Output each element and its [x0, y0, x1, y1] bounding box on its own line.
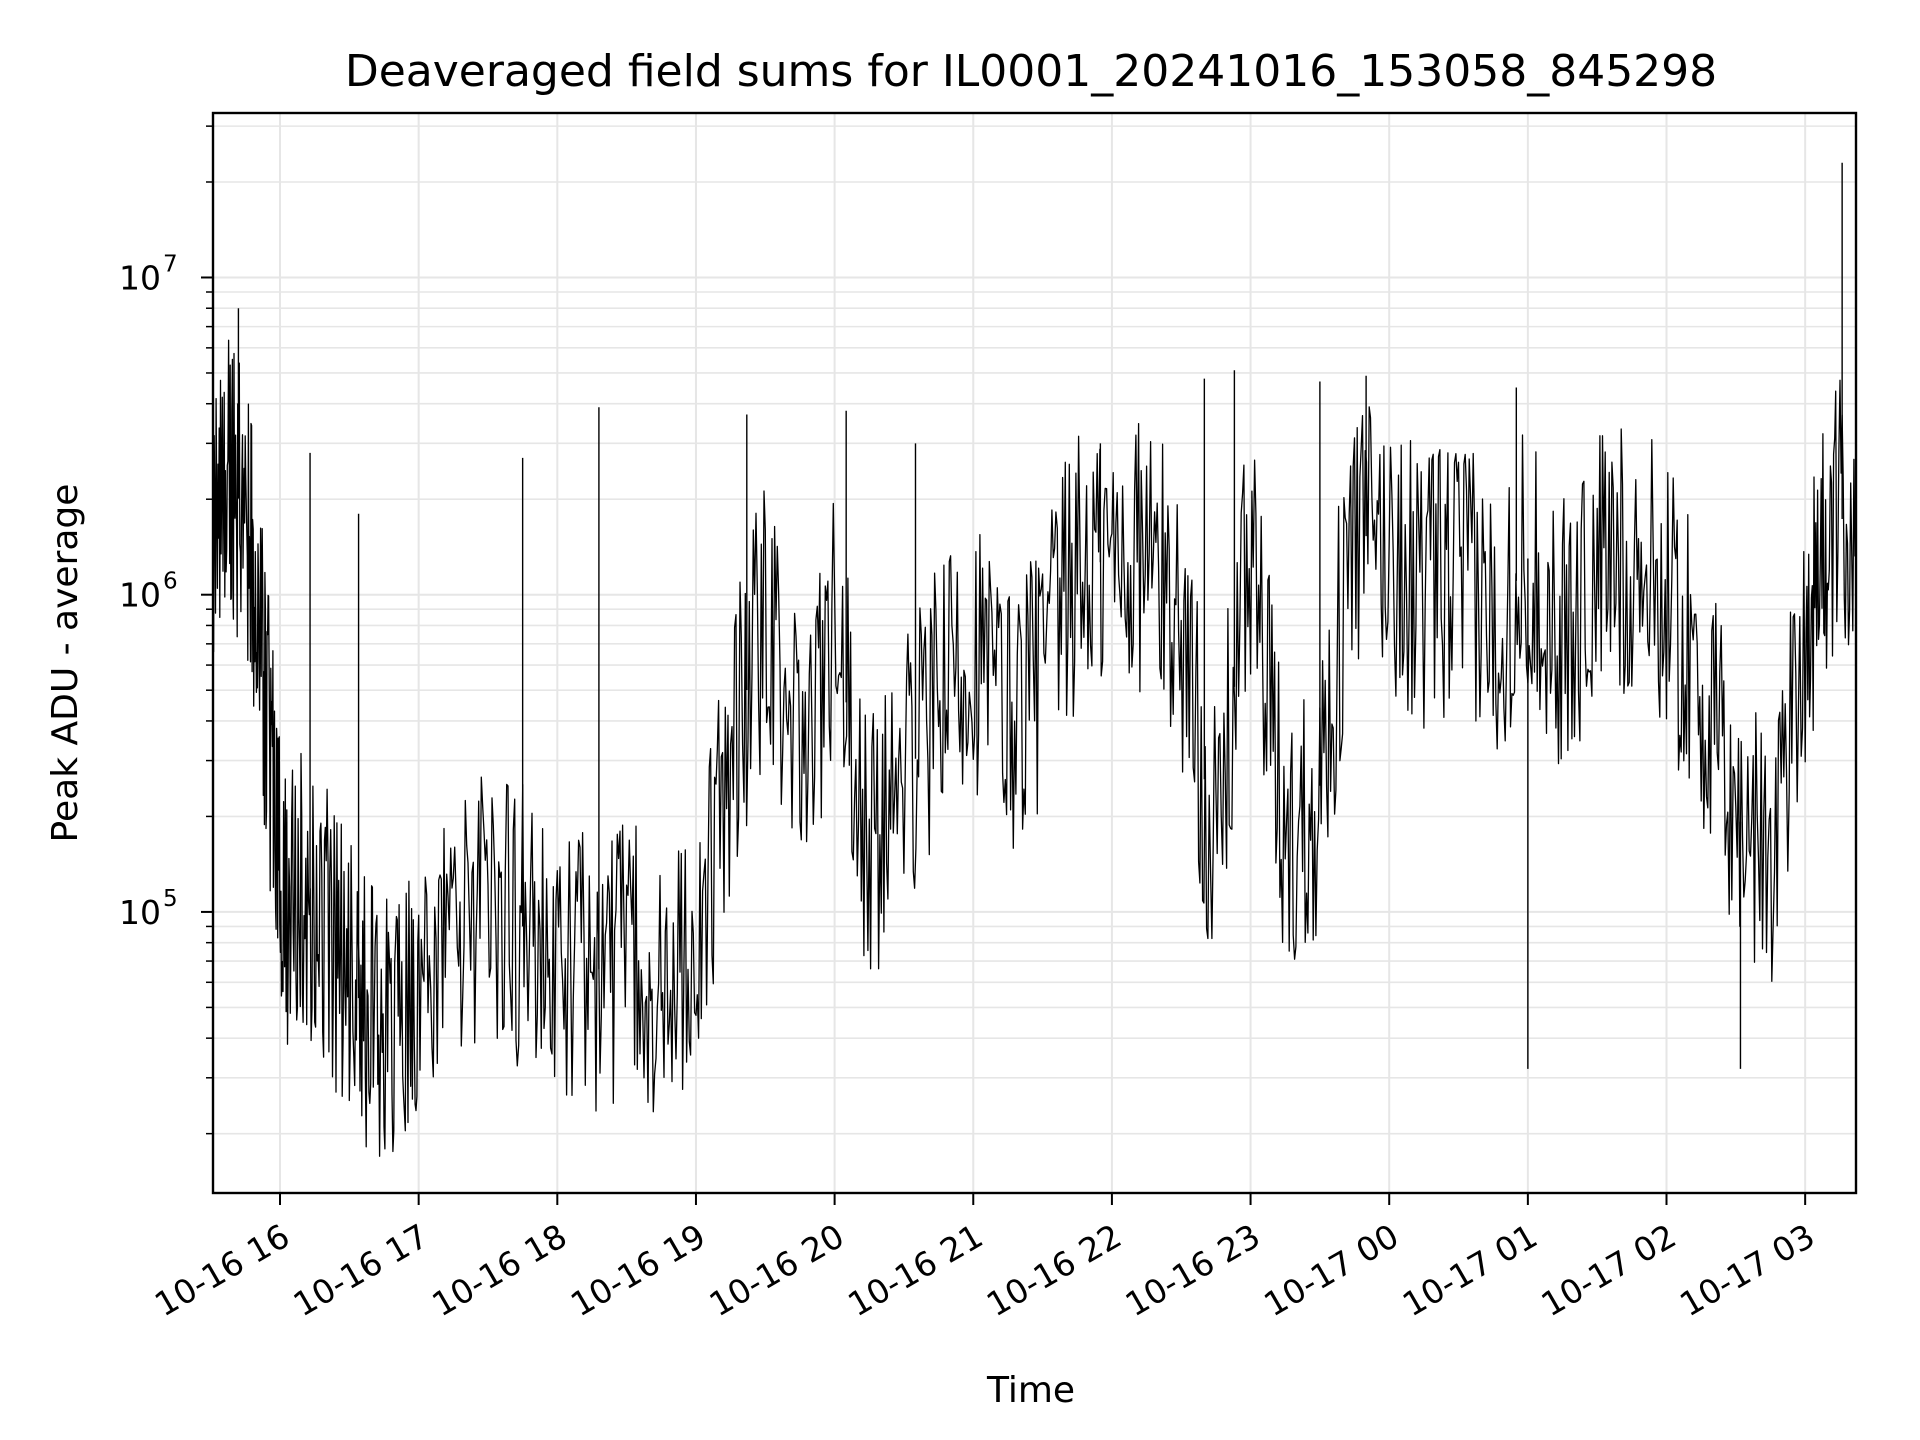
chart-title: Deaveraged field sums for IL0001_2024101…	[345, 46, 1717, 97]
y-tick-exponent: 6	[163, 569, 178, 595]
y-tick-label: 10	[119, 258, 161, 297]
y-tick-label: 10	[119, 576, 161, 615]
y-tick-label: 10	[119, 893, 161, 932]
plot-frame	[211, 111, 1858, 1195]
y-tick-exponent: 7	[163, 251, 178, 277]
data-trace	[212, 162, 1857, 1157]
y-tick-exponent: 5	[163, 886, 178, 912]
y-axis-label: Peak ADU - average	[45, 484, 86, 843]
x-axis-label: Time	[986, 1370, 1075, 1411]
series-line	[212, 339, 1857, 1157]
